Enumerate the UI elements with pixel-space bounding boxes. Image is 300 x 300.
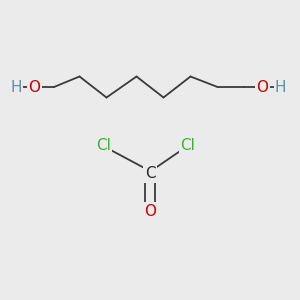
Text: H: H	[11, 80, 22, 94]
Text: O: O	[28, 80, 40, 94]
Text: O: O	[256, 80, 268, 94]
Text: Cl: Cl	[96, 138, 111, 153]
Text: Cl: Cl	[180, 138, 195, 153]
Text: O: O	[144, 204, 156, 219]
Text: H: H	[275, 80, 286, 94]
Text: C: C	[145, 167, 155, 182]
